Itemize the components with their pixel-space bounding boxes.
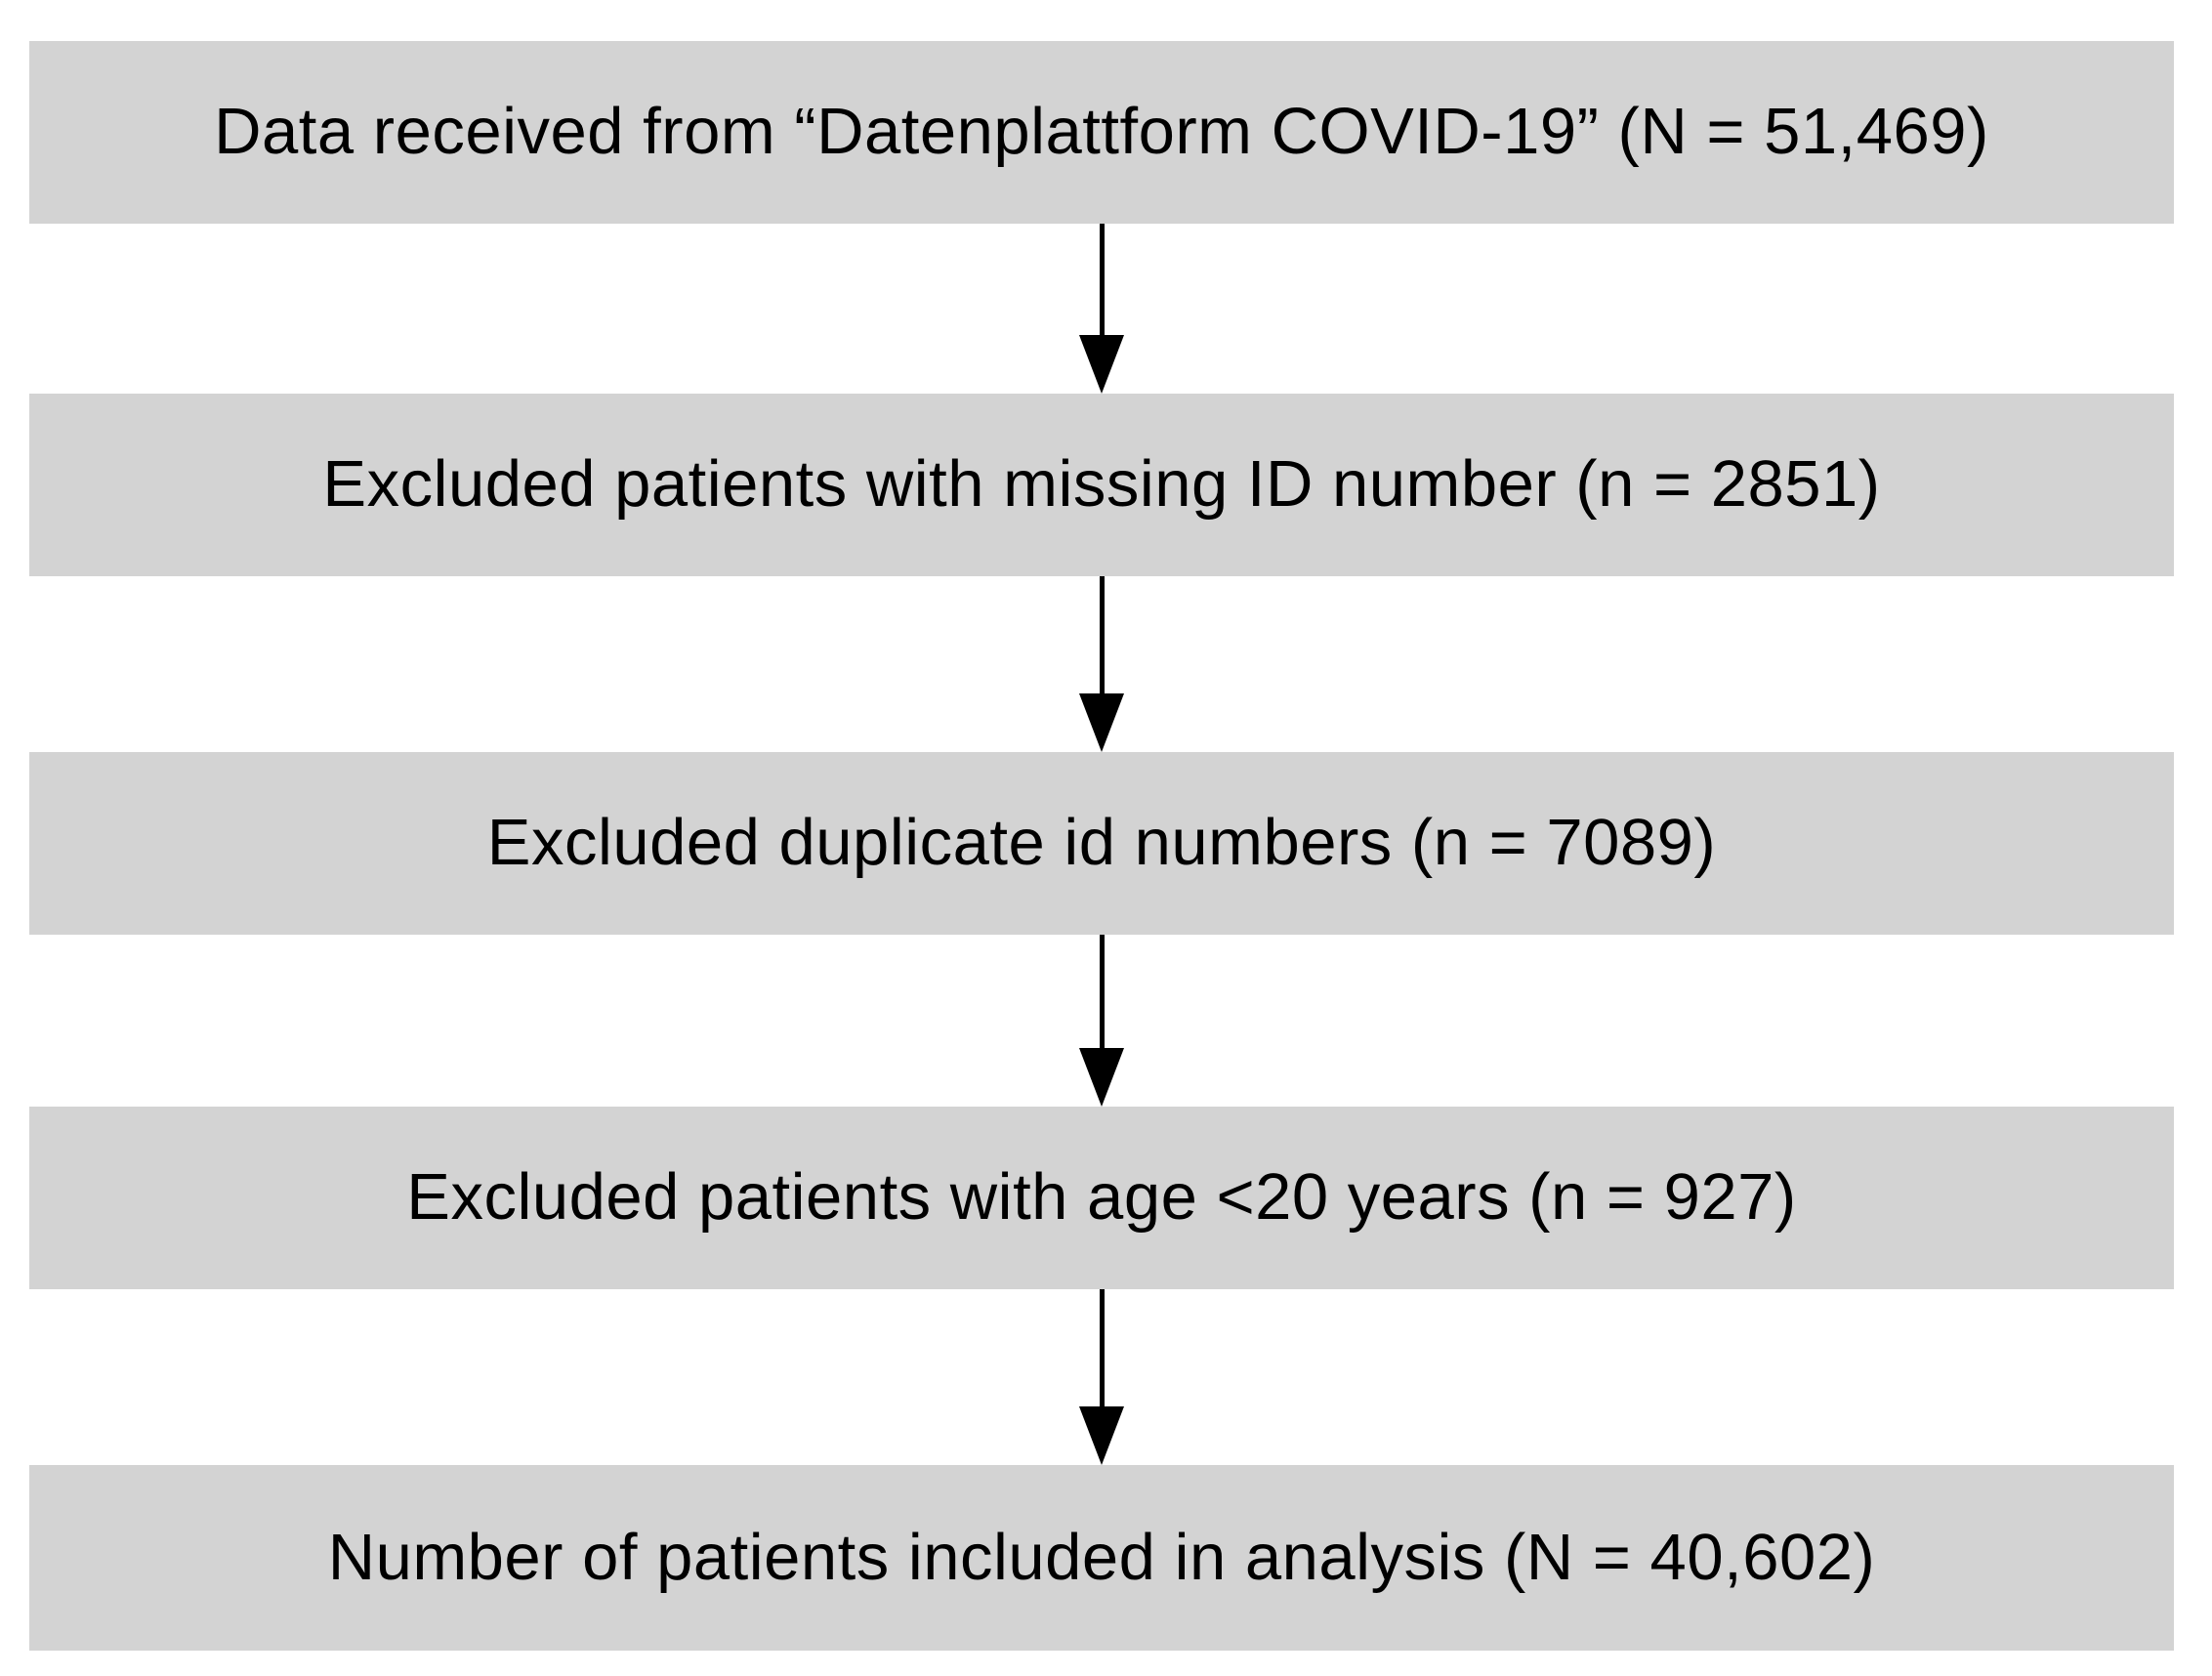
arrow-line <box>1099 224 1105 335</box>
arrow-line <box>1099 1289 1105 1406</box>
flow-box-data-received: Data received from “Datenplattform COVID… <box>29 41 2174 224</box>
flow-box-excluded-missing-id: Excluded patients with missing ID number… <box>29 394 2174 576</box>
flow-box-label: Excluded patients with age <20 years (n … <box>406 1160 1797 1235</box>
flow-box-excluded-duplicates: Excluded duplicate id numbers (n = 7089) <box>29 752 2174 935</box>
flow-box-excluded-age: Excluded patients with age <20 years (n … <box>29 1107 2174 1289</box>
arrow-head <box>1079 1406 1124 1465</box>
flow-box-label: Excluded duplicate id numbers (n = 7089) <box>486 806 1717 880</box>
down-arrow-icon <box>1079 1289 1124 1465</box>
down-arrow-icon <box>1079 224 1124 394</box>
flow-box-label: Data received from “Datenplattform COVID… <box>214 95 1989 169</box>
down-arrow-icon <box>1079 935 1124 1107</box>
arrow-head <box>1079 693 1124 752</box>
flow-box-label: Excluded patients with missing ID number… <box>322 447 1881 522</box>
arrow-line <box>1099 935 1105 1048</box>
flow-box-label: Number of patients included in analysis … <box>327 1520 1876 1594</box>
flow-box-included-in-analysis: Number of patients included in analysis … <box>29 1465 2174 1651</box>
arrow-head <box>1079 1048 1124 1107</box>
arrow-line <box>1099 576 1105 693</box>
down-arrow-icon <box>1079 576 1124 752</box>
arrow-head <box>1079 335 1124 394</box>
